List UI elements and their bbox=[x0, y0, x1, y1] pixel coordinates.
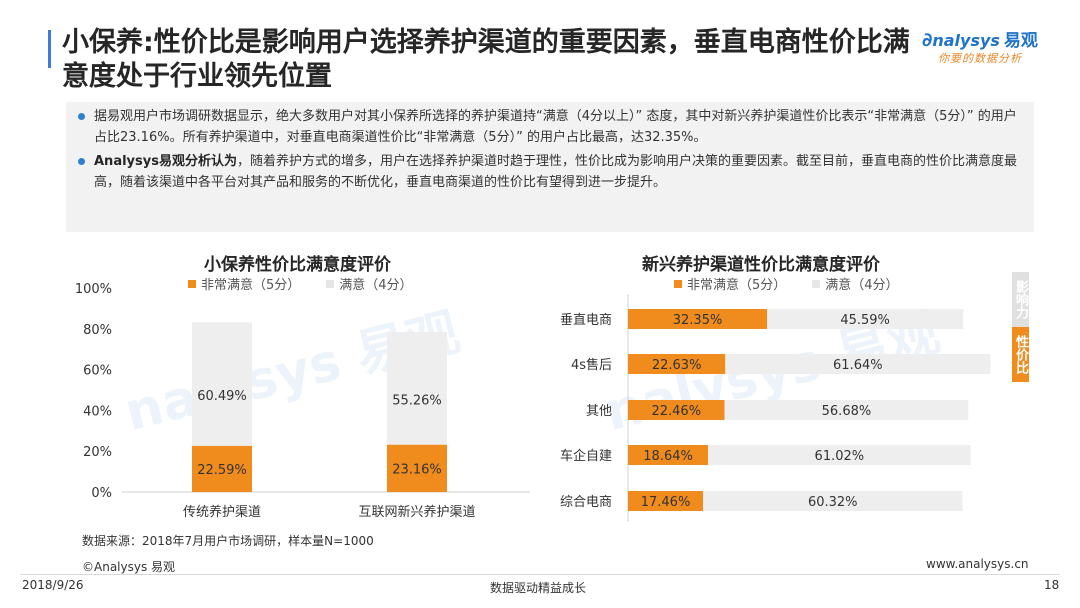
left-chart-legend: 非常满意（5分） 满意（4分） bbox=[188, 274, 439, 293]
data-label-very-satisfied: 23.16% bbox=[392, 462, 442, 477]
summary-box: 据易观用户市场调研数据显示，绝大多数用户对其小保养所选择的养护渠道持“满意（4分… bbox=[66, 102, 1034, 232]
data-label-very-satisfied: 22.59% bbox=[197, 463, 247, 478]
data-label-satisfied: 55.26% bbox=[392, 393, 442, 408]
footer-divider bbox=[20, 574, 1060, 575]
page-title: 小保养:性价比是影响用户选择养护渠道的重要因素，垂直电商性价比满意度处于行业领先… bbox=[62, 27, 910, 92]
summary-bullet-1: 据易观用户市场调研数据显示，绝大多数用户对其小保养所选择的养护渠道持“满意（4分… bbox=[76, 106, 1024, 148]
bar-very-satisfied bbox=[387, 444, 447, 492]
data-label-very-satisfied: 32.35% bbox=[673, 313, 723, 328]
bar-satisfied bbox=[192, 322, 252, 446]
logo-wordmark: ∂nalysys 易观 bbox=[922, 29, 1038, 51]
data-label-satisfied: 61.64% bbox=[833, 358, 883, 373]
legend-label-satisfied: 满意（4分） bbox=[825, 278, 899, 293]
bar-satisfied bbox=[724, 400, 969, 420]
data-label-satisfied: 56.68% bbox=[822, 404, 872, 419]
side-tag-value: 性价比 bbox=[1012, 327, 1029, 382]
data-label-satisfied: 61.02% bbox=[815, 449, 865, 464]
y-category-label: 综合电商 bbox=[560, 495, 612, 510]
x-category-label: 传统养护渠道 bbox=[183, 504, 261, 520]
data-source: 数据来源：2018年7月用户市场调研，样本量N=1000 bbox=[82, 534, 374, 548]
bar-very-satisfied bbox=[628, 445, 709, 465]
bullet-dot-icon bbox=[78, 158, 85, 165]
title-accent-bar bbox=[48, 30, 51, 68]
bar-very-satisfied bbox=[628, 491, 704, 511]
bar-very-satisfied bbox=[628, 354, 726, 374]
y-category-label: 车企自建 bbox=[560, 448, 612, 464]
legend-swatch-satisfied bbox=[812, 279, 821, 288]
side-tag: 影响力 性价比 bbox=[1012, 272, 1044, 382]
right-stacked-bar-chart: 垂直电商 32.35% 45.59% 4s售后 22.63% 61.64% 其他 22.46%… bbox=[560, 294, 991, 522]
y-tick-label: 80% bbox=[83, 323, 112, 338]
legend-swatch-very-satisfied bbox=[188, 279, 196, 288]
x-category-label: 互联网新兴养护渠道 bbox=[358, 504, 475, 520]
y-category-label: 其他 bbox=[586, 404, 612, 419]
bar-satisfied bbox=[725, 354, 991, 374]
footer-slogan: 数据驱动精益成长 bbox=[490, 581, 587, 595]
analysys-logo: ∂nalysys 易观 你要的数据分析 bbox=[922, 26, 1062, 70]
footer-date: 2018/9/26 bbox=[22, 578, 84, 592]
y-category-label: 垂直电商 bbox=[560, 313, 612, 328]
left-chart-title: 小保养性价比满意度评价 bbox=[204, 255, 391, 275]
bar-very-satisfied bbox=[628, 400, 725, 420]
y-tick-label: 0% bbox=[91, 486, 112, 501]
data-label-satisfied: 60.32% bbox=[808, 495, 858, 510]
logo-tagline: 你要的数据分析 bbox=[938, 52, 1022, 65]
legend-label-satisfied: 满意（4分） bbox=[339, 278, 413, 293]
data-label-very-satisfied: 22.63% bbox=[652, 358, 702, 373]
y-tick-label: 100% bbox=[75, 282, 112, 297]
bar-satisfied bbox=[703, 491, 963, 511]
bar-satisfied bbox=[708, 445, 971, 465]
data-label-very-satisfied: 18.64% bbox=[643, 449, 693, 464]
y-tick-label: 20% bbox=[83, 445, 112, 460]
y-tick-label: 60% bbox=[83, 364, 112, 379]
copyright: ©Analysys 易观 bbox=[82, 560, 176, 574]
side-tag-influence: 影响力 bbox=[1012, 272, 1029, 327]
legend-label-very-satisfied: 非常满意（5分） bbox=[201, 278, 301, 293]
left-stacked-bar-chart: 0% 20% 40% 60% 80% 100% 22.59% 60.49% 传统养护渠道 23.1… bbox=[75, 282, 530, 520]
legend-swatch-satisfied bbox=[326, 279, 335, 288]
data-label-very-satisfied: 17.46% bbox=[641, 495, 691, 510]
data-label-satisfied: 45.59% bbox=[840, 313, 890, 328]
data-label-very-satisfied: 22.46% bbox=[651, 404, 701, 419]
bar-very-satisfied bbox=[628, 309, 768, 329]
bar-satisfied bbox=[767, 309, 964, 329]
legend-label-very-satisfied: 非常满意（5分） bbox=[687, 278, 787, 293]
y-category-label: 4s售后 bbox=[571, 357, 612, 373]
logo-a-icon: ∂ bbox=[922, 29, 933, 51]
summary-bullet-2: Analysys易观分析认为，随着养护方式的增多，用户在选择养护渠道时趋于理性，… bbox=[76, 151, 1024, 193]
y-tick-label: 40% bbox=[83, 404, 112, 419]
website-link[interactable]: www.analysys.cn bbox=[926, 557, 1029, 571]
bar-satisfied bbox=[387, 332, 447, 445]
page-number: 18 bbox=[1044, 578, 1060, 592]
legend-swatch-very-satisfied bbox=[674, 279, 682, 288]
right-chart-title: 新兴养护渠道性价比满意度评价 bbox=[642, 255, 880, 275]
data-label-satisfied: 60.49% bbox=[197, 389, 247, 404]
right-chart-legend: 非常满意（5分） 满意（4分） bbox=[674, 274, 925, 293]
bullet-dot-icon bbox=[78, 113, 85, 120]
bar-very-satisfied bbox=[192, 445, 252, 492]
